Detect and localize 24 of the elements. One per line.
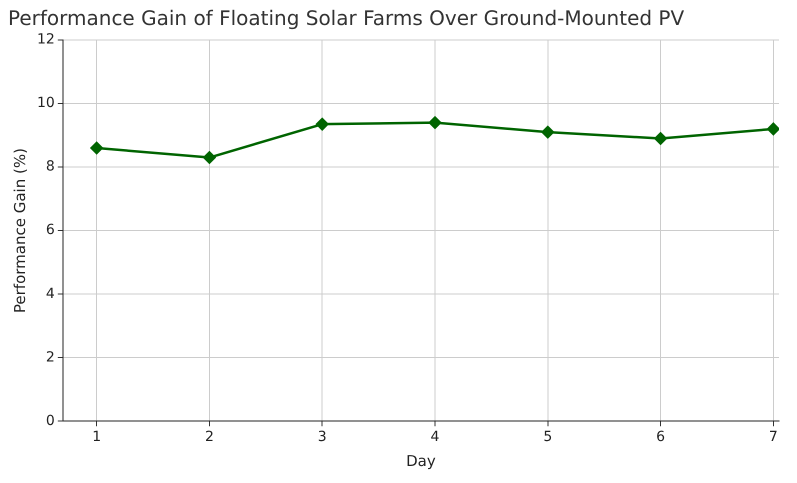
y-tick-label: 12 (36, 32, 55, 48)
point (203, 151, 216, 164)
point (90, 142, 103, 154)
y-tick-label: 10 (36, 95, 55, 112)
x-tick-label: 4 (430, 429, 440, 446)
y-tick-label: 0 (46, 412, 55, 429)
y-tick-label: 2 (46, 349, 55, 366)
x-tick-label: 3 (318, 429, 327, 446)
x-axis-title: Day (406, 452, 436, 470)
chart-title: Performance Gain of Floating Solar Farms Over Ground-Mounted PV (8, 6, 684, 30)
x-tick-label: 6 (656, 429, 666, 446)
point (542, 126, 554, 138)
x-tick-label: 2 (204, 429, 214, 446)
x-tick-label: 1 (92, 429, 102, 446)
point (767, 122, 779, 136)
x-tick-label: 5 (543, 429, 552, 446)
point (654, 132, 667, 145)
y-axis-title: Performance Gain (%) (10, 148, 29, 314)
point (428, 116, 442, 129)
point (316, 118, 328, 130)
y-tick-label: 6 (46, 222, 55, 238)
y-tick-label: 4 (46, 286, 55, 302)
y-tick-label: 8 (46, 158, 55, 175)
x-tick-label: 7 (768, 429, 778, 446)
